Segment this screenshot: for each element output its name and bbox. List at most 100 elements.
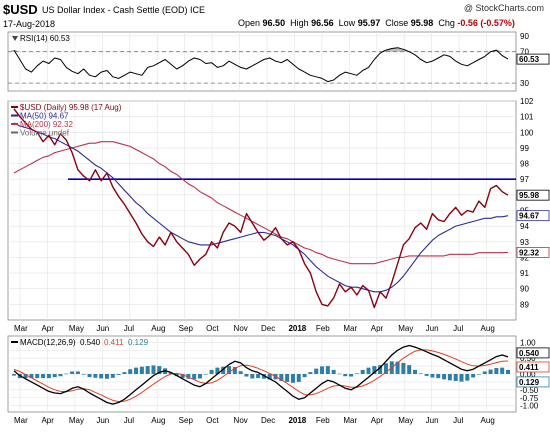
rsi-tick-label: 70: [520, 48, 529, 57]
price-tick-label: 93: [520, 238, 529, 247]
macd-histogram-bar: [168, 372, 173, 374]
price-x-tick-label: Jun: [426, 324, 439, 333]
macd-histogram-bar: [337, 373, 342, 375]
ticker-symbol: $USD: [3, 2, 38, 17]
macd-histogram-bar: [238, 371, 243, 374]
price-tick-label: 94: [520, 222, 529, 231]
macd-histogram-bar: [139, 366, 144, 374]
macd-histogram-bar: [476, 374, 481, 375]
macd-tick-label: -0.50: [520, 386, 539, 395]
ma50-last-value: 94.67: [519, 212, 540, 221]
price-x-tick-label: May: [398, 324, 413, 333]
price-x-tick-label: Jul: [124, 324, 134, 333]
ohlc-summary: Open 96.50 High 96.56 Low 95.97 Close 95…: [238, 18, 515, 28]
macd-histogram-bar: [279, 374, 284, 381]
macd-histogram-bar: [424, 374, 429, 376]
macd-histogram-bar: [482, 371, 487, 374]
price-tick-label: 89: [520, 300, 529, 309]
price-tick-label: 100: [520, 128, 534, 137]
price-legend-entry: MA(50) 94.67: [20, 112, 69, 121]
macd-histogram-bar: [320, 366, 325, 374]
macd-x-tick-label: May: [69, 416, 84, 425]
price-x-tick-label: Mar: [14, 324, 28, 333]
macd-histogram-bar: [221, 366, 226, 374]
signal-last-value-box: [516, 361, 550, 373]
macd-histogram-bar: [256, 374, 261, 379]
macd-histogram-bar: [87, 374, 92, 378]
macd-histogram-bar: [58, 374, 63, 377]
macd-x-tick-label: Mar: [14, 416, 28, 425]
macd-histogram-bar: [23, 374, 28, 379]
macd-histogram-bar: [267, 374, 272, 380]
price-legend-entry: MA(200) 92.32: [20, 120, 73, 129]
chart-date: 17-Aug-2018: [3, 19, 56, 29]
macd-signal-line: [13, 349, 509, 403]
macd-histogram-bar: [506, 369, 510, 374]
ma200-last-value-box: [516, 247, 550, 258]
macd-histogram-bar: [285, 374, 290, 382]
rsi-tick-label: 90: [520, 32, 529, 41]
price-tick-label: 90: [520, 285, 529, 294]
price-x-tick-label: Aug: [481, 324, 495, 333]
macd-histogram-bar: [41, 374, 46, 379]
rsi-legend: RSI(14) 60.53: [20, 34, 70, 43]
signal-last-value: 0.411: [519, 363, 539, 372]
macd-x-tick-label: Aug: [151, 416, 165, 425]
price-x-tick-label: Dec: [261, 324, 275, 333]
price-x-tick-label: 2018: [288, 324, 306, 333]
price-x-tick-label: Jul: [453, 324, 463, 333]
macd-x-tick-label: Feb: [316, 416, 330, 425]
price-legend-entry: $USD (Daily) 95.98 (17 Aug): [20, 103, 122, 112]
open-label: Open: [238, 18, 261, 28]
macd-x-tick-label: 2018: [288, 416, 306, 425]
macd-histogram-bar: [192, 374, 197, 380]
ma50-line: [13, 122, 509, 293]
ma50-last-value-box: [516, 210, 550, 222]
ma200-last-value: 92.32: [519, 248, 540, 257]
price-x-tick-label: Aug: [151, 324, 165, 333]
macd-histogram-bar: [81, 374, 86, 375]
high-value: 96.56: [311, 18, 334, 28]
macd-last-value: 0.540: [519, 349, 540, 358]
rsi-tick-label: 30: [520, 79, 529, 88]
macd-x-tick-label: Mar: [343, 416, 357, 425]
price-x-tick-label: Nov: [234, 324, 248, 333]
macd-histogram-bar: [227, 366, 232, 374]
macd-last-value-box: [516, 347, 550, 359]
macd-histogram-bar: [145, 366, 150, 374]
rsi-overbought-fill: [394, 47, 401, 52]
macd-histogram-bar: [244, 374, 249, 377]
copyright-label[interactable]: @ StockCharts.com: [463, 3, 544, 13]
macd-histogram-bar: [64, 373, 69, 375]
macd-histogram-bar: [122, 372, 127, 374]
price-tick-label: 92: [520, 253, 529, 262]
macd-histogram-bar: [325, 366, 330, 374]
macd-histogram-bar: [250, 374, 255, 379]
price-legend-entry: Volume undef: [20, 129, 70, 138]
macd-histogram-bar: [35, 374, 40, 379]
macd-x-tick-label: Dec: [261, 416, 275, 425]
price-last-value: 95.98: [519, 191, 540, 200]
price-x-tick-label: Oct: [206, 324, 219, 333]
low-value: 95.97: [357, 18, 381, 28]
macd-histogram-bar: [378, 365, 383, 374]
macd-histogram-bar: [343, 374, 348, 377]
macd-histogram-bar: [261, 374, 266, 379]
macd-x-tick-label: Oct: [206, 416, 219, 425]
rsi-panel-frame: [7, 31, 517, 92]
macd-histogram-bar: [197, 374, 202, 379]
macd-histogram-bar: [296, 374, 301, 382]
macd-tick-label: -1.00: [520, 402, 539, 411]
price-x-tick-label: Apr: [371, 324, 384, 333]
low-label: Low: [338, 18, 356, 28]
rsi-legend-marker-icon: [12, 36, 18, 41]
macd-histogram-bar: [75, 371, 80, 374]
macd-histogram-bar: [354, 373, 359, 374]
macd-histogram-bar: [12, 374, 16, 376]
rsi-overbought-fill: [382, 50, 389, 52]
macd-histogram-bar: [459, 374, 464, 382]
macd-histogram-bar: [70, 371, 75, 374]
macd-histogram-bar: [471, 374, 476, 378]
macd-histogram-bar: [360, 369, 365, 374]
